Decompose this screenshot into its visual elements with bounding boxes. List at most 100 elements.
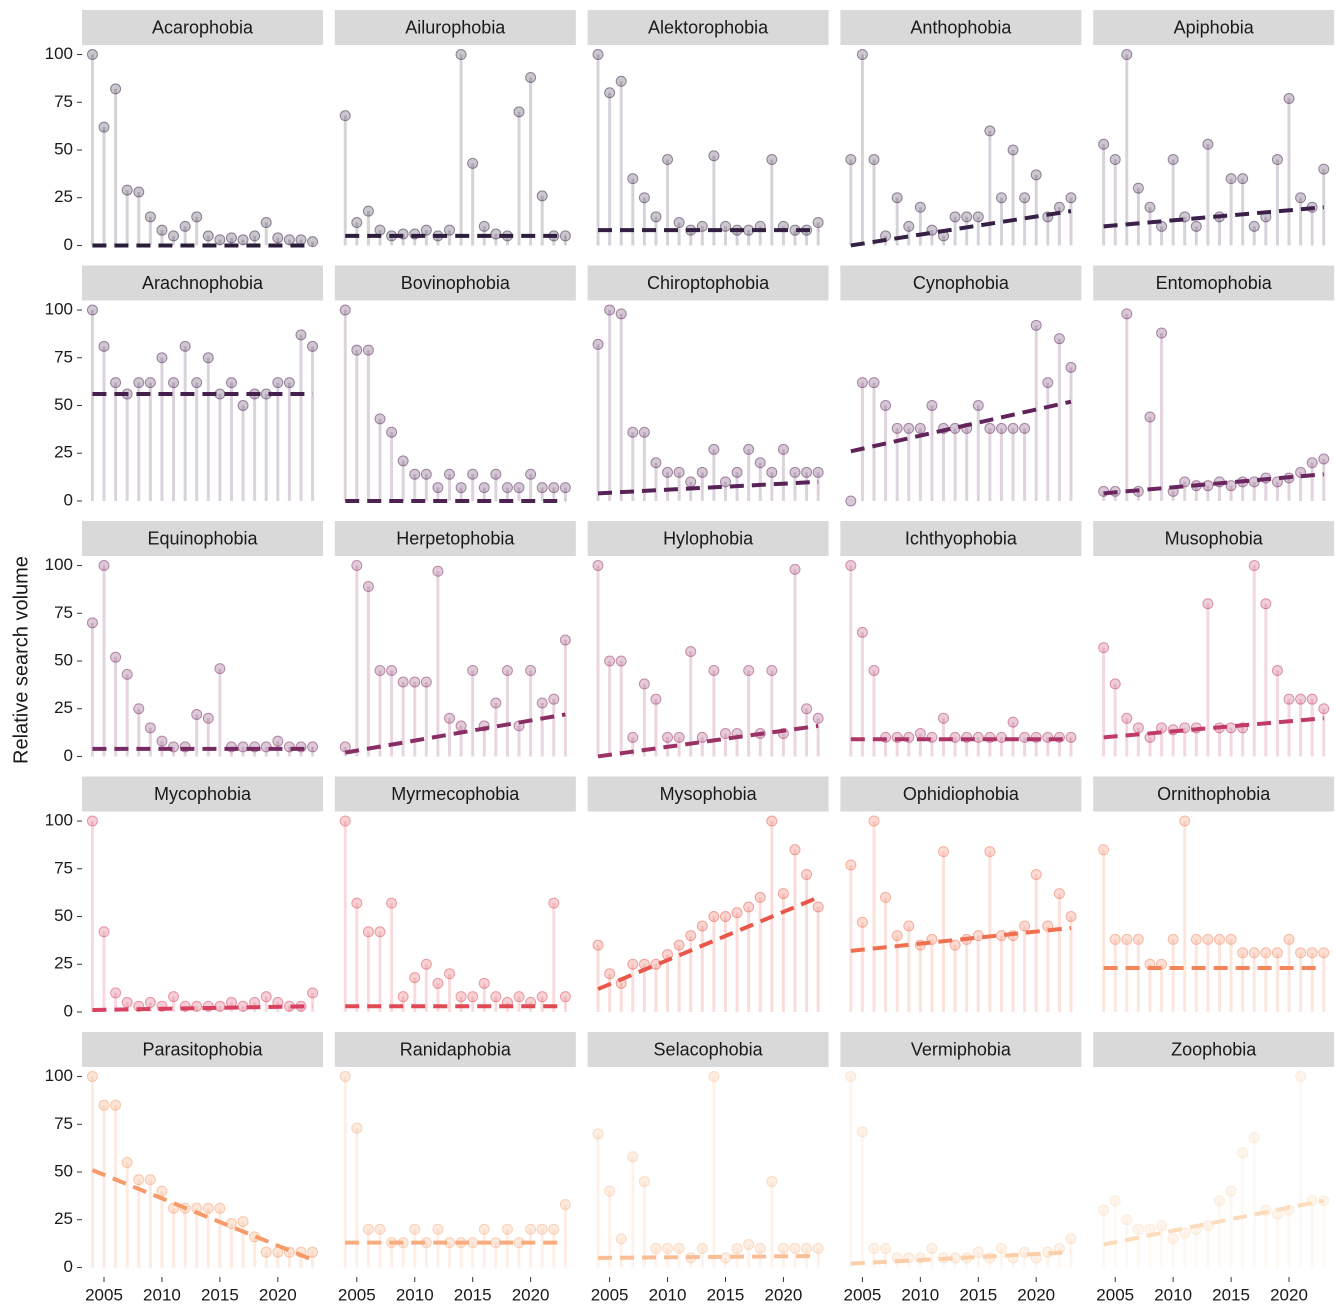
point: [478, 977, 490, 989]
point: [397, 455, 409, 467]
point: [548, 1223, 560, 1235]
point: [1202, 598, 1214, 610]
x-tick-label: 2015: [454, 1285, 492, 1304]
point: [374, 926, 386, 938]
panel-title: Bovinophobia: [401, 273, 511, 293]
point: [86, 304, 98, 316]
point: [592, 338, 604, 350]
point: [1042, 377, 1054, 389]
point: [926, 400, 938, 411]
y-tick-label: 25: [54, 698, 73, 717]
point: [1132, 722, 1144, 734]
point: [1007, 144, 1019, 156]
point: [627, 173, 639, 185]
point: [777, 1242, 789, 1254]
panel-title: Musophobia: [1165, 528, 1264, 548]
panel-title: Equinophobia: [147, 528, 258, 548]
x-tick-label: 2020: [1270, 1285, 1308, 1304]
point: [110, 987, 122, 999]
strip: [334, 1032, 576, 1067]
point: [972, 930, 984, 942]
trend-line: [850, 209, 1072, 248]
point: [237, 1216, 249, 1228]
y-tick-label: 50: [54, 139, 73, 158]
point: [708, 911, 720, 922]
point: [801, 466, 813, 478]
trend-line: [850, 399, 1072, 454]
point: [938, 846, 950, 858]
point: [86, 617, 98, 629]
point: [638, 678, 650, 690]
point: [351, 560, 363, 572]
point: [1144, 201, 1156, 213]
point: [1248, 560, 1260, 572]
strip: [587, 521, 829, 556]
point: [339, 815, 351, 827]
point: [604, 655, 616, 667]
strip: [1093, 521, 1335, 556]
point: [202, 352, 214, 364]
point: [362, 926, 374, 938]
y-tick-label: 0: [64, 746, 73, 765]
point: [880, 1242, 892, 1254]
point: [1065, 1233, 1077, 1245]
point: [490, 697, 502, 709]
strip: [840, 776, 1082, 812]
point: [766, 815, 778, 827]
point: [1237, 173, 1249, 185]
point: [548, 897, 560, 909]
point: [972, 400, 984, 411]
point: [604, 87, 616, 99]
point: [604, 1185, 616, 1197]
panel-title: Entomophobia: [1156, 273, 1273, 293]
x-tick-label: 2005: [338, 1285, 376, 1304]
point: [1167, 1233, 1179, 1245]
panel-title: Selacophobia: [654, 1039, 764, 1059]
point: [789, 563, 801, 575]
point: [754, 1242, 766, 1254]
point: [1121, 308, 1133, 320]
panel-title: Ailurophobia: [405, 17, 506, 37]
point: [191, 708, 203, 720]
point: [432, 977, 444, 989]
point: [766, 1176, 778, 1188]
point: [719, 911, 731, 922]
point: [202, 712, 214, 724]
point: [914, 728, 926, 740]
point: [1065, 361, 1077, 373]
point: [260, 1246, 272, 1258]
point: [673, 1242, 685, 1254]
strip: [82, 776, 323, 812]
y-tick-label: 25: [54, 443, 73, 462]
point: [513, 482, 525, 494]
point: [685, 476, 697, 488]
point: [432, 565, 444, 577]
x-tick-label: 2010: [901, 1285, 939, 1304]
point: [766, 665, 778, 677]
point: [627, 731, 639, 743]
panel-title: Anthophobia: [910, 17, 1012, 37]
point: [1225, 1185, 1237, 1197]
y-tick-label: 25: [54, 954, 73, 973]
point: [1167, 154, 1179, 166]
point: [1318, 453, 1330, 465]
strip: [840, 10, 1082, 45]
point: [1156, 1219, 1168, 1231]
point: [374, 413, 386, 425]
point: [984, 422, 996, 434]
point: [743, 665, 755, 677]
point: [1295, 1071, 1307, 1083]
point: [1306, 457, 1318, 469]
y-tick-label: 75: [54, 1114, 73, 1133]
panel-title: Zoophobia: [1171, 1039, 1257, 1059]
point: [627, 958, 639, 970]
point: [1053, 333, 1065, 345]
panel-title: Alektorophobia: [648, 17, 769, 37]
strip: [1093, 1032, 1335, 1067]
point: [696, 920, 708, 932]
point: [455, 991, 467, 1003]
point: [191, 377, 203, 389]
x-tick-label: 2015: [707, 1285, 745, 1304]
x-tick-label: 2020: [259, 1285, 297, 1304]
